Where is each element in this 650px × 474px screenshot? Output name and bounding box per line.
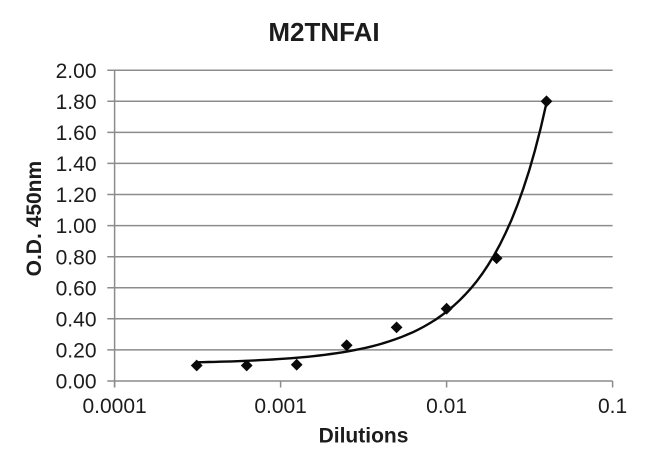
svg-text:0.00: 0.00 [56, 371, 97, 394]
svg-text:1.00: 1.00 [56, 215, 97, 238]
svg-text:2.00: 2.00 [56, 60, 97, 83]
svg-text:0.1: 0.1 [598, 395, 627, 418]
svg-text:0.20: 0.20 [56, 340, 97, 363]
svg-text:1.20: 1.20 [56, 184, 97, 207]
svg-text:0.0001: 0.0001 [82, 395, 146, 418]
svg-text:0.80: 0.80 [56, 246, 97, 269]
svg-text:1.40: 1.40 [56, 153, 97, 176]
svg-text:1.60: 1.60 [56, 122, 97, 145]
svg-text:0.60: 0.60 [56, 277, 97, 300]
svg-text:Dilutions: Dilutions [319, 425, 409, 448]
svg-text:1.80: 1.80 [56, 91, 97, 114]
svg-text:0.001: 0.001 [254, 395, 307, 418]
svg-text:0.40: 0.40 [56, 308, 97, 331]
svg-text:0.01: 0.01 [426, 395, 467, 418]
svg-text:M2TNFAI: M2TNFAI [268, 17, 379, 47]
svg-text:O.D. 450nm: O.D. 450nm [23, 161, 46, 277]
